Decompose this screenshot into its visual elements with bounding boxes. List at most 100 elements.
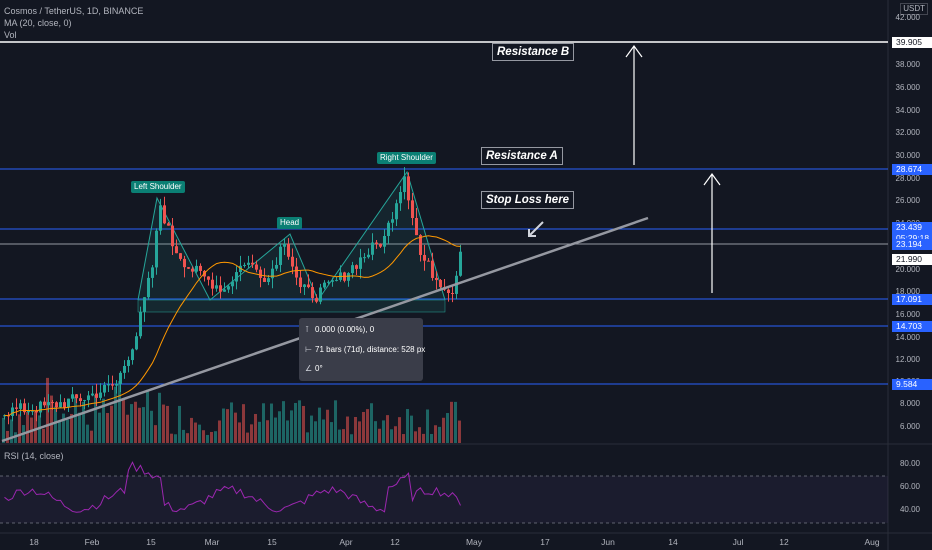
volume-bar (426, 409, 429, 443)
volume-bar (390, 429, 393, 443)
candle-body (411, 200, 414, 219)
candle-body (415, 218, 418, 236)
volume-bar (438, 426, 441, 443)
volume-bar (194, 422, 197, 443)
candle-body (75, 394, 78, 399)
candle-body (387, 222, 390, 236)
rsi-tick-label: 60.00 (899, 482, 920, 491)
volume-bar (402, 434, 405, 443)
date-tick-label: 12 (390, 537, 400, 547)
symbol-legend[interactable]: Cosmos / TetherUS, 1D, BINANCE (4, 6, 144, 16)
candle-body (195, 265, 198, 272)
candle-body (335, 279, 338, 281)
right-shoulder-label[interactable]: Right Shoulder (377, 152, 436, 164)
currency-label[interactable]: USDT (900, 3, 928, 15)
candle-body (71, 394, 74, 399)
measure-bars: 71 bars (71d), distance: 528 px (315, 345, 426, 354)
volume-bar (278, 411, 281, 443)
volume-bar (382, 420, 385, 443)
volume-bar (10, 419, 13, 443)
volume-bar (186, 433, 189, 443)
volume-bar (114, 386, 117, 443)
volume-bar (310, 415, 313, 443)
candle-body (299, 277, 302, 288)
volume-bar (238, 422, 241, 443)
rsi-tick-label: 80.00 (899, 459, 920, 468)
volume-bar (110, 405, 113, 443)
volume-bar (346, 416, 349, 443)
candle-body (151, 267, 154, 278)
volume-bar (214, 431, 217, 443)
date-tick-label: Feb (84, 537, 100, 547)
price-tick-label: 38.000 (895, 60, 920, 69)
candle-body (39, 401, 42, 413)
price-tick-label: 18.000 (895, 287, 920, 296)
rsi-legend[interactable]: RSI (14, close) (4, 451, 64, 461)
ma-legend[interactable]: MA (20, close, 0) (4, 18, 72, 28)
candle-body (59, 402, 62, 408)
candle-body (367, 254, 370, 258)
candle-body (287, 243, 290, 257)
candle-body (51, 402, 54, 404)
date-tick-label: Apr (339, 537, 353, 547)
volume-bar (58, 420, 61, 443)
date-tick-label: Mar (204, 537, 220, 547)
candle-body (447, 289, 450, 293)
candle-body (315, 298, 318, 302)
volume-bar (106, 413, 109, 443)
price-tag: 17.091 (892, 294, 932, 305)
volume-bar (354, 416, 357, 443)
stop-loss-label[interactable]: Stop Loss here (481, 191, 575, 209)
candle-body (355, 265, 358, 269)
candle-body (295, 266, 298, 278)
date-tick-label: Jun (601, 537, 615, 547)
neckline-zone (137, 299, 446, 313)
candle-body (227, 286, 230, 290)
head-shoulders-outline (137, 170, 446, 302)
volume-bar (254, 413, 257, 443)
candle-body (171, 225, 174, 247)
price-tick-label: 20.000 (895, 265, 920, 274)
head-label[interactable]: Head (277, 217, 303, 229)
bars-range-icon: ⊢ (305, 345, 312, 354)
volume-bar (318, 407, 321, 443)
volume-bar (270, 403, 273, 443)
volume-bar (422, 433, 425, 443)
candle-body (371, 242, 374, 255)
volume-bar (234, 412, 237, 443)
rsi-tick-label: 40.00 (899, 505, 920, 514)
candle-body (303, 284, 306, 288)
candle-body (207, 276, 210, 280)
volume-bar (374, 421, 377, 443)
volume-bar (182, 429, 185, 443)
candle-body (399, 192, 402, 204)
volume-bar (326, 409, 329, 443)
candle-body (395, 203, 398, 220)
left-shoulder-label[interactable]: Left Shoulder (131, 181, 185, 193)
price-tag: 39.905 (892, 37, 932, 48)
candle-body (255, 264, 258, 270)
candle-body (351, 265, 354, 274)
price-tag: 14.703 (892, 321, 932, 332)
volume-bar (222, 408, 225, 443)
volume-bar (266, 420, 269, 443)
candle-body (135, 336, 138, 350)
candle-body (215, 285, 218, 289)
resistance-a-label[interactable]: Resistance A (481, 147, 563, 165)
candle-body (279, 246, 282, 265)
candle-body (291, 256, 294, 267)
candle-body (107, 384, 110, 386)
volume-bar (198, 424, 201, 443)
candle-body (267, 278, 270, 282)
candle-body (327, 281, 330, 283)
volume-bar (450, 401, 453, 443)
volume-bar (154, 425, 157, 443)
resistance-b-label[interactable]: Resistance B (492, 43, 575, 61)
candle-body (263, 277, 266, 282)
date-tick-label: 15 (267, 537, 277, 547)
candle-body (123, 365, 126, 373)
price-tag: 9.584 (892, 379, 932, 390)
vol-legend[interactable]: Vol (4, 30, 17, 40)
candle-body (159, 205, 162, 231)
